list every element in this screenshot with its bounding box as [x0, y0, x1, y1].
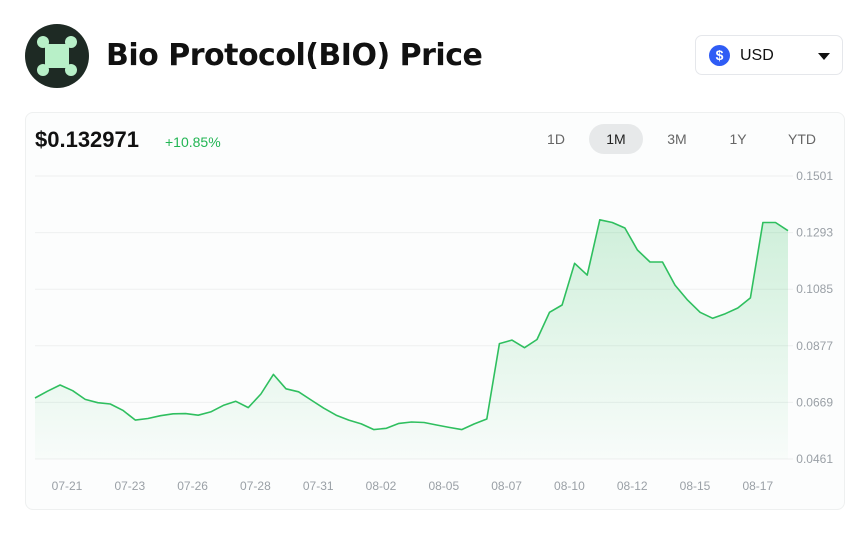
caret-down-icon [818, 53, 830, 60]
tab-ytd[interactable]: YTD [788, 131, 816, 147]
page-title: Bio Protocol(BIO) Price [106, 38, 483, 73]
x-tick-label: 08-05 [428, 479, 459, 493]
x-tick-label: 07-31 [303, 479, 334, 493]
price-change: +10.85% [165, 134, 221, 150]
y-tick-label: 0.0461 [796, 452, 833, 466]
tab-1m[interactable]: 1M [589, 124, 643, 154]
tab-3m[interactable]: 3M [667, 131, 687, 147]
tab-1y[interactable]: 1Y [729, 131, 747, 147]
current-price: $0.132971 [35, 127, 139, 152]
currency-label: USD [740, 47, 774, 64]
price-area-fill [35, 219, 788, 459]
currency-select[interactable]: $ USD [695, 35, 843, 75]
x-tick-label: 07-26 [177, 479, 208, 493]
x-tick-label: 08-10 [554, 479, 585, 493]
y-tick-label: 0.0877 [796, 339, 833, 353]
tab-1d[interactable]: 1D [547, 131, 565, 147]
y-tick-label: 0.1085 [796, 282, 833, 296]
dollar-icon: $ [709, 45, 730, 66]
y-tick-label: 0.0669 [796, 395, 833, 409]
x-tick-label: 07-21 [52, 479, 83, 493]
y-tick-label: 0.1501 [796, 169, 833, 183]
x-tick-label: 08-17 [742, 479, 773, 493]
x-tick-label: 08-07 [491, 479, 522, 493]
x-tick-label: 07-28 [240, 479, 271, 493]
x-tick-label: 08-02 [366, 479, 397, 493]
y-tick-label: 0.1293 [796, 226, 833, 240]
bio-logo-icon [37, 36, 77, 76]
bio-protocol-logo [25, 24, 89, 88]
x-tick-label: 08-12 [617, 479, 648, 493]
x-tick-label: 08-15 [680, 479, 711, 493]
x-tick-label: 07-23 [114, 479, 145, 493]
